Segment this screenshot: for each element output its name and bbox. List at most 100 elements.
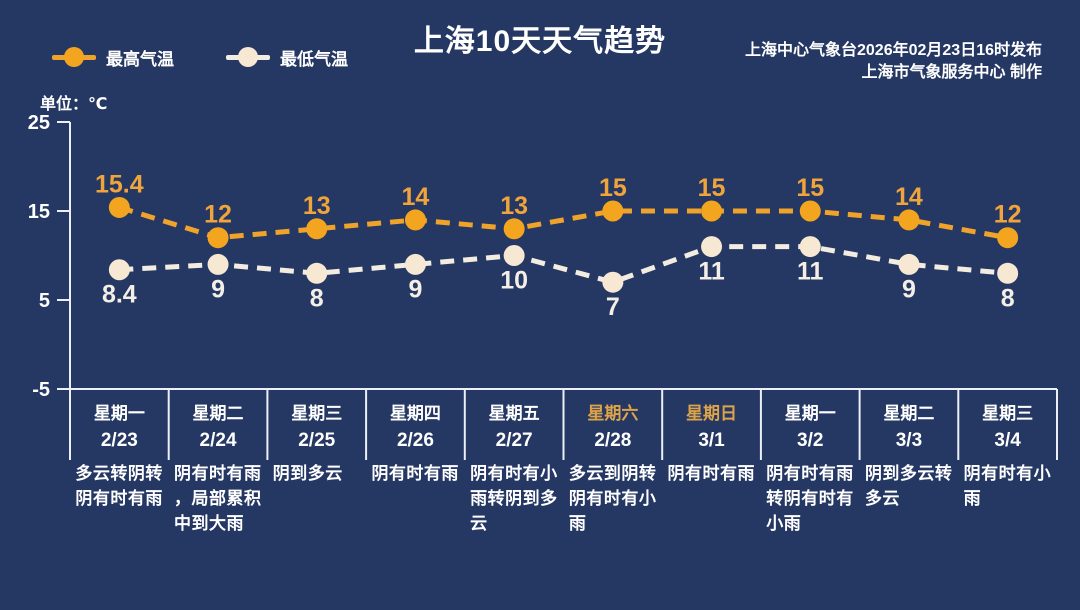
- weekday-label: 星期三: [982, 404, 1034, 423]
- min-temp-value: 9: [211, 275, 225, 303]
- min-temp-point: [997, 262, 1019, 284]
- min-temp-value: 8.4: [102, 281, 137, 309]
- legend-item-max-temp: 最高气温: [52, 46, 174, 69]
- day-column: 星期一 2/23 多云转阴转 阴有时有雨: [70, 395, 169, 511]
- day-columns: 星期一 2/23 多云转阴转 阴有时有雨 星期二 2/24 阴有时有雨 ，局部累积 中到大…: [70, 395, 1057, 610]
- weekday-label: 星期六: [587, 404, 639, 423]
- date-label: 2/24: [199, 430, 237, 451]
- date-label: 3/1: [698, 430, 725, 451]
- min-temp-point: [306, 262, 328, 284]
- y-axis-tick-label: 15: [28, 201, 50, 223]
- max-temp-point: [997, 227, 1019, 249]
- weekday-label: 星期一: [93, 404, 145, 423]
- max-temp-value: 15: [698, 174, 726, 202]
- max-temp-value: 15: [599, 174, 627, 202]
- date-label: 3/2: [797, 430, 824, 451]
- day-column: 星期四 2/26 阴有时有雨: [366, 395, 465, 486]
- weekday-label: 星期二: [192, 404, 244, 423]
- min-temp-point: [207, 253, 229, 275]
- max-temp-value: 13: [500, 192, 528, 220]
- max-temp-value: 14: [402, 183, 430, 211]
- legend-label-min-temp: 最低气温: [280, 49, 348, 69]
- max-temp-point: [602, 200, 624, 222]
- date-label: 2/26: [396, 430, 434, 451]
- min-temp-line: [119, 244, 1008, 285]
- min-temp-point: [503, 245, 525, 266]
- day-column: 星期五 2/27 阴有时有小 雨转阴到多 云: [465, 395, 564, 536]
- max-temp-point: [306, 218, 328, 240]
- min-temp-point: [799, 236, 821, 258]
- weather-description: 多云到阴转 阴有时有小 雨: [568, 464, 657, 533]
- weather-description: 阴有时有小 雨转阴到多 云: [470, 464, 558, 533]
- min-temp-line-icon: [226, 46, 270, 68]
- max-temp-point: [701, 200, 723, 222]
- max-temp-value: 15.4: [95, 170, 144, 198]
- weather-description: 阴到多云: [272, 464, 343, 483]
- min-temp-value: 11: [698, 258, 725, 286]
- day-column: 星期日 3/1 阴有时有雨: [662, 395, 761, 486]
- min-temp-point: [404, 253, 426, 275]
- date-label: 2/28: [594, 430, 632, 451]
- weekday-label: 星期一: [784, 404, 836, 423]
- weather-description: 多云转阴转 阴有时有雨: [75, 464, 163, 508]
- chart-legend: 最高气温 最低气温: [52, 46, 348, 69]
- max-temp-value: 13: [303, 192, 331, 220]
- y-axis-tick-label: -5: [32, 379, 50, 401]
- day-column: 星期六 2/28 多云到阴转 阴有时有小 雨: [564, 395, 663, 536]
- date-label: 3/4: [994, 430, 1021, 451]
- publisher-info: 上海中心气象台2026年02月23日16时发布 上海市气象服务中心 制作: [745, 40, 1042, 84]
- weather-description: 阴有时有雨 转阴有时有 小雨: [766, 464, 854, 533]
- date-label: 2/25: [298, 430, 336, 451]
- date-label: 2/23: [100, 430, 138, 451]
- day-column: 星期二 2/24 阴有时有雨 ，局部累积 中到大雨: [169, 395, 268, 536]
- max-temp-value: 12: [204, 201, 232, 229]
- max-temp-point: [503, 218, 525, 240]
- weather-description: 阴有时有雨 ，局部累积 中到大雨: [174, 464, 262, 533]
- legend-item-min-temp: 最低气温: [226, 46, 348, 69]
- max-temp-value: 12: [994, 201, 1022, 229]
- weekday-label: 星期四: [389, 404, 441, 423]
- min-temp-value: 8: [1001, 284, 1015, 312]
- min-temp-value: 9: [408, 275, 422, 303]
- min-temp-point: [602, 271, 624, 293]
- weather-description: 阴到多云转 多云: [864, 464, 953, 508]
- min-temp-value: 7: [606, 293, 620, 321]
- day-column: 星期一 3/2 阴有时有雨 转阴有时有 小雨: [761, 395, 860, 536]
- max-temp-value: 14: [895, 183, 923, 211]
- weekday-label: 星期日: [686, 404, 738, 423]
- legend-label-max-temp: 最高气温: [106, 49, 174, 69]
- min-temp-point: [108, 259, 130, 281]
- day-column: 星期三 2/25 阴到多云: [267, 395, 366, 486]
- max-temp-value: 15: [796, 174, 824, 202]
- max-temp-line-icon: [52, 46, 96, 68]
- y-axis-tick-label: 5: [39, 290, 50, 312]
- day-column: 星期三 3/4 阴有时有小 雨: [958, 395, 1057, 511]
- weather-description: 阴有时有雨: [371, 464, 459, 483]
- min-temp-value: 9: [902, 275, 916, 303]
- max-temp-point: [108, 196, 130, 218]
- date-label: 2/27: [495, 430, 533, 451]
- date-label: 3/3: [895, 430, 923, 451]
- max-temp-line: [118, 205, 1009, 241]
- publisher-line1: 上海中心气象台2026年02月23日16时发布: [745, 42, 1042, 59]
- day-column: 星期二 3/3 阴到多云转 多云: [860, 395, 959, 511]
- publisher-line2: 上海市气象服务中心 制作: [861, 64, 1042, 81]
- weather-description: 阴有时有小 雨: [963, 464, 1052, 508]
- min-temp-value: 11: [797, 258, 824, 286]
- unit-label: 单位：℃: [40, 96, 108, 113]
- max-temp-point: [404, 209, 426, 231]
- y-axis-tick-label: 25: [28, 112, 50, 134]
- weekday-label: 星期二: [883, 404, 935, 423]
- weekday-label: 星期五: [488, 404, 540, 423]
- min-temp-point: [701, 236, 723, 258]
- min-temp-point: [898, 253, 920, 275]
- min-temp-value: 10: [500, 267, 528, 295]
- max-temp-point: [207, 227, 229, 249]
- weekday-label: 星期三: [291, 404, 343, 423]
- weather-description: 阴有时有雨: [667, 464, 756, 483]
- min-temp-value: 8: [310, 284, 324, 312]
- page-title: 上海10天天气趋势: [413, 25, 667, 58]
- max-temp-point: [799, 200, 821, 222]
